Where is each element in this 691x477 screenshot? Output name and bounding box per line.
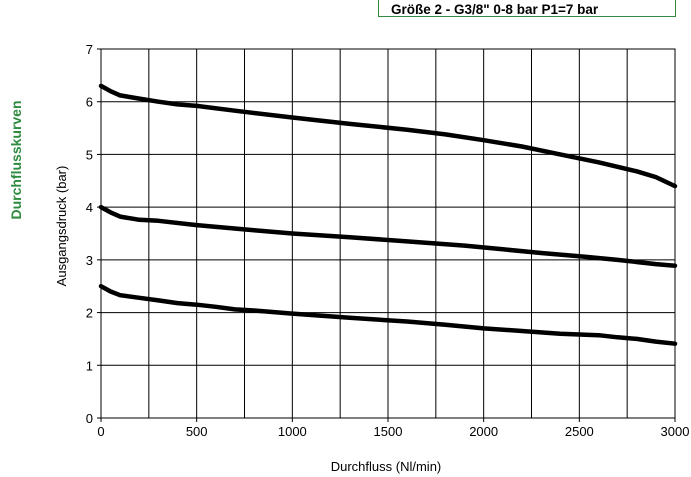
side-title-text: Durchflusskurven — [8, 100, 24, 219]
y-tick-label: 0 — [86, 411, 93, 426]
y-tick-label: 5 — [86, 147, 93, 162]
y-tick-label: 3 — [86, 253, 93, 268]
x-tick-label: 2500 — [565, 424, 594, 439]
y-tick-label: 1 — [86, 358, 93, 373]
x-tick-label: 0 — [97, 424, 104, 439]
x-tick-label: 1500 — [374, 424, 403, 439]
series-layer — [98, 83, 678, 346]
y-tick-label: 4 — [86, 200, 93, 215]
x-axis-label: Durchfluss (Nl/min) — [331, 459, 442, 474]
chart-header-box: Größe 2 - G3/8" 0-8 bar P1=7 bar — [378, 0, 676, 17]
grid — [100, 48, 676, 419]
y-axis-label: Ausgangsdruck (bar) — [54, 166, 69, 287]
chart-header-title: Größe 2 - G3/8" 0-8 bar P1=7 bar — [391, 2, 599, 17]
x-tick-label: 2000 — [469, 424, 498, 439]
flow-curve-3 — [98, 283, 678, 346]
x-tick-label: 1000 — [278, 424, 307, 439]
side-title: Durchflusskurven — [2, 0, 26, 477]
tick-labels: 0 500 1000 1500 2000 2500 3000 0 1 2 3 4 5 6 7 — [86, 42, 690, 439]
x-tick-label: 500 — [186, 424, 208, 439]
flow-curve-1 — [98, 83, 678, 189]
x-tick-label: 3000 — [661, 424, 690, 439]
y-tick-label: 7 — [86, 42, 93, 57]
y-tick-label: 2 — [86, 306, 93, 321]
flow-curve-2 — [98, 204, 678, 268]
y-tick-label: 6 — [86, 95, 93, 110]
